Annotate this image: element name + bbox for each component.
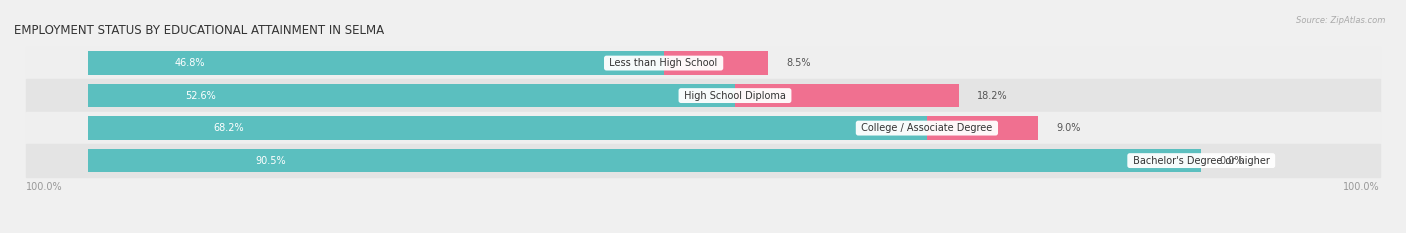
Text: 9.0%: 9.0% [1056, 123, 1080, 133]
Bar [27, 144, 1379, 177]
Bar [87, 116, 927, 140]
Bar [27, 79, 1379, 112]
Bar [664, 51, 768, 75]
Bar [927, 116, 1038, 140]
Text: 90.5%: 90.5% [254, 156, 285, 166]
Text: 100.0%: 100.0% [27, 182, 63, 192]
Text: Bachelor's Degree or higher: Bachelor's Degree or higher [1130, 156, 1272, 166]
Bar [87, 84, 735, 107]
Text: 8.5%: 8.5% [787, 58, 811, 68]
Bar [735, 84, 959, 107]
Text: 0.0%: 0.0% [1219, 156, 1244, 166]
Text: 46.8%: 46.8% [174, 58, 205, 68]
Text: College / Associate Degree: College / Associate Degree [858, 123, 995, 133]
Text: Source: ZipAtlas.com: Source: ZipAtlas.com [1295, 16, 1385, 25]
Text: 18.2%: 18.2% [977, 91, 1008, 101]
Text: 100.0%: 100.0% [1343, 182, 1379, 192]
Bar [87, 51, 664, 75]
Bar [87, 149, 1201, 172]
Text: EMPLOYMENT STATUS BY EDUCATIONAL ATTAINMENT IN SELMA: EMPLOYMENT STATUS BY EDUCATIONAL ATTAINM… [14, 24, 384, 37]
Text: High School Diploma: High School Diploma [681, 91, 789, 101]
Text: 52.6%: 52.6% [186, 91, 215, 101]
Text: Less than High School: Less than High School [606, 58, 721, 68]
Text: 68.2%: 68.2% [214, 123, 245, 133]
Bar [27, 47, 1379, 79]
Bar [27, 112, 1379, 144]
